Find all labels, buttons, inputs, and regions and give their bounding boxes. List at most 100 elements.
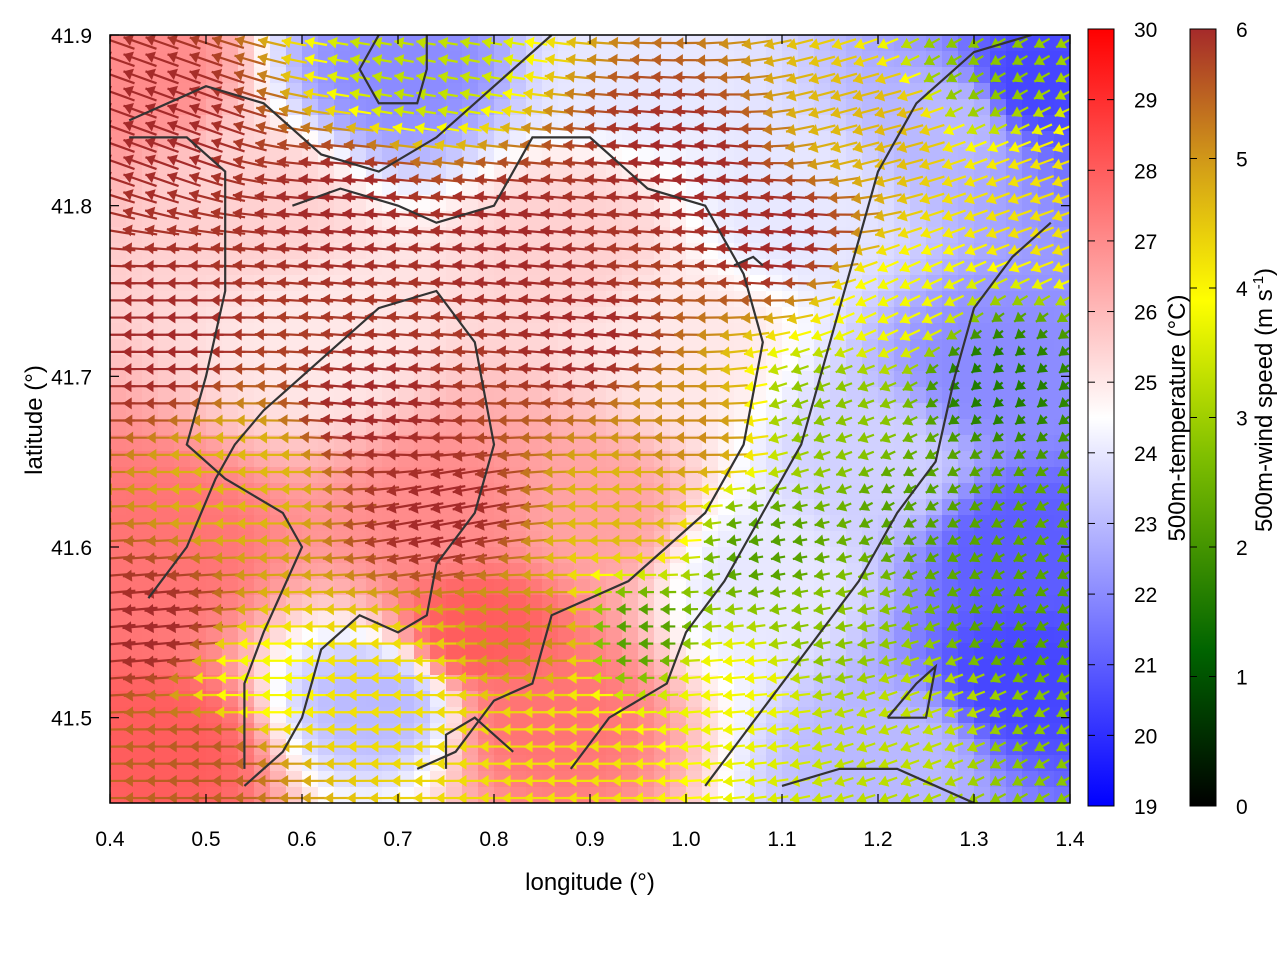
heatmap-cell [286,243,303,260]
heatmap-cell [158,611,175,628]
heatmap-cell [158,435,175,452]
heatmap-cell [398,595,415,612]
heatmap-cell [318,387,335,404]
wind-arrow-head [110,242,111,244]
heatmap-cell [702,147,719,164]
heatmap-cell [110,771,127,788]
heatmap-cell [574,627,591,644]
wind-arrow-head [100,346,109,358]
heatmap-cell [158,371,175,388]
heatmap-cell [142,371,159,388]
heatmap-cell [686,403,703,420]
heatmap-cell [910,35,927,52]
heatmap-cell [430,147,447,164]
heatmap-cell [382,611,399,628]
heatmap-cell [350,243,367,260]
heatmap-cell [142,387,159,404]
heatmap-cell [110,163,127,180]
wind-arrow-head [101,397,110,409]
heatmap-cell [638,387,655,404]
heatmap-cell [110,723,127,740]
wind-arrow-head [110,224,111,229]
wind-arrow-head [101,260,110,272]
heatmap-cell [174,531,191,548]
heatmap-cell [1022,515,1039,532]
heatmap-cell [398,307,415,324]
heatmap-cell [510,723,527,740]
heatmap-cell [334,403,351,420]
wind-arrow-head [110,666,111,668]
heatmap-cell [542,179,559,196]
heatmap-cell [510,291,527,308]
heatmap-cell [366,595,383,612]
heatmap-cell [158,691,175,708]
heatmap-cell [526,419,543,436]
heatmap-cell [174,371,191,388]
heatmap-cell [382,51,399,68]
heatmap-cell [110,707,127,724]
heatmap-cell [446,403,463,420]
heatmap-cell [286,531,303,548]
heatmap-cell [446,771,463,788]
heatmap-cell [158,627,175,644]
heatmap-cell [142,627,159,644]
heatmap-cell [110,787,127,803]
heatmap-cell [910,419,927,436]
heatmap-cell [110,307,127,324]
heatmap-cell [846,499,863,516]
heatmap-cell [734,467,751,484]
heatmap-cell [222,595,239,612]
heatmap-cell [686,483,703,500]
heatmap-cell [1022,499,1039,516]
heatmap-cell [174,243,191,260]
heatmap-cell [174,771,191,788]
heatmap-cell [446,675,463,692]
heatmap-cell [158,723,175,740]
heatmap-cell [382,659,399,676]
heatmap-cell [142,611,159,628]
heatmap-cell [510,307,527,324]
heatmap-cell [526,435,543,452]
heatmap-cell [174,387,191,404]
heatmap-cell [414,387,431,404]
heatmap-cell [1022,371,1039,388]
heatmap-cell [270,611,287,628]
heatmap-cell [910,659,927,676]
heatmap-cell [334,691,351,708]
heatmap-cell [286,147,303,164]
heatmap-cell [174,67,191,84]
heatmap-cell [958,531,975,548]
heatmap-cell [526,147,543,164]
heatmap-cell [286,595,303,612]
heatmap-cell [222,723,239,740]
heatmap-cell [158,467,175,484]
heatmap-cell [270,163,287,180]
heatmap-cell [574,531,591,548]
heatmap-cell [574,451,591,468]
heatmap-cell [158,419,175,436]
heatmap-cell [174,355,191,372]
heatmap-cell [1022,51,1039,68]
heatmap-cell [446,707,463,724]
heatmap-cell [174,179,191,196]
heatmap-cell [334,787,351,803]
heatmap-cell [462,291,479,308]
wind-arrow-head [100,329,109,341]
heatmap-cell [286,259,303,276]
heatmap-cell [142,707,159,724]
heatmap-cell [158,771,175,788]
heatmap-cell [574,483,591,500]
heatmap-cell [318,419,335,436]
heatmap-cell [158,291,175,308]
heatmap-cell [174,659,191,676]
heatmap-cell [398,403,415,420]
heatmap-cell [462,243,479,260]
wind-arrow-head [110,679,111,685]
heatmap-cell [270,387,287,404]
heatmap-cell [222,627,239,644]
heatmap-cell [526,371,543,388]
heatmap-cell [222,371,239,388]
heatmap-cell [414,259,431,276]
heatmap-cell [270,403,287,420]
heatmap-cell [510,707,527,724]
